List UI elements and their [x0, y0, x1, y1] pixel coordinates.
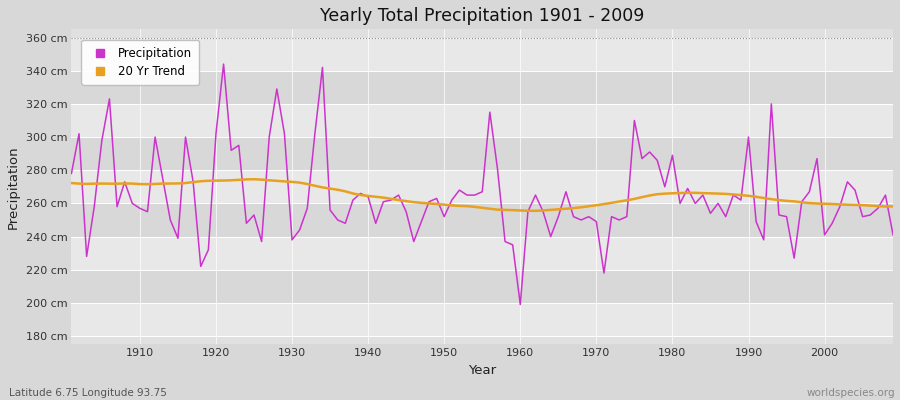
- Bar: [71, 38, 893, 71]
- Bar: [71, 71, 893, 104]
- Legend: Precipitation, 20 Yr Trend: Precipitation, 20 Yr Trend: [81, 40, 199, 85]
- Bar: [71, 170, 893, 203]
- Bar: [71, 203, 893, 236]
- Bar: [71, 137, 893, 170]
- X-axis label: Year: Year: [468, 364, 496, 377]
- Text: Latitude 6.75 Longitude 93.75: Latitude 6.75 Longitude 93.75: [9, 388, 166, 398]
- Text: worldspecies.org: worldspecies.org: [807, 388, 896, 398]
- Y-axis label: Precipitation: Precipitation: [7, 145, 20, 229]
- Bar: [71, 236, 893, 270]
- Bar: [71, 270, 893, 303]
- Bar: [71, 303, 893, 336]
- Bar: [71, 104, 893, 137]
- Title: Yearly Total Precipitation 1901 - 2009: Yearly Total Precipitation 1901 - 2009: [320, 7, 644, 25]
